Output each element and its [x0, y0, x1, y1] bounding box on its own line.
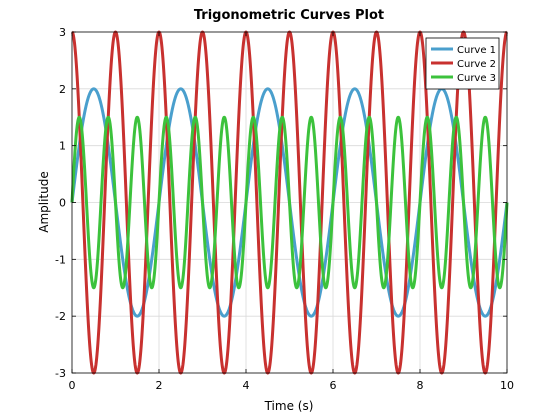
y-tick-label: 0 [59, 197, 66, 210]
ticks: 0 2 4 6 8 10 -3 -2 -1 0 1 2 3 [55, 26, 514, 392]
y-tick-label: 1 [59, 140, 66, 153]
y-tick-label: 2 [59, 83, 66, 96]
legend-label-3: Curve 3 [457, 73, 496, 84]
x-tick-label: 6 [330, 379, 337, 392]
legend-label-1: Curve 1 [457, 45, 496, 56]
y-tick-label: -3 [55, 367, 66, 380]
y-tick-label: -1 [55, 253, 66, 266]
x-tick-label: 2 [156, 379, 163, 392]
x-tick-label: 4 [243, 379, 250, 392]
x-tick-label: 10 [500, 379, 514, 392]
series-line-3 [70, 115, 509, 290]
x-axis-label: Time (s) [264, 399, 314, 413]
y-tick-label: 3 [59, 26, 66, 39]
chart-title: Trigonometric Curves Plot [194, 8, 384, 23]
x-tick-label: 0 [69, 379, 76, 392]
y-tick-label: -2 [55, 310, 66, 323]
legend-label-2: Curve 2 [457, 59, 496, 70]
x-tick-label: 8 [417, 379, 424, 392]
y-axis-label: Amplitude [37, 171, 51, 233]
legend: Curve 1 Curve 2 Curve 3 [425, 37, 500, 90]
